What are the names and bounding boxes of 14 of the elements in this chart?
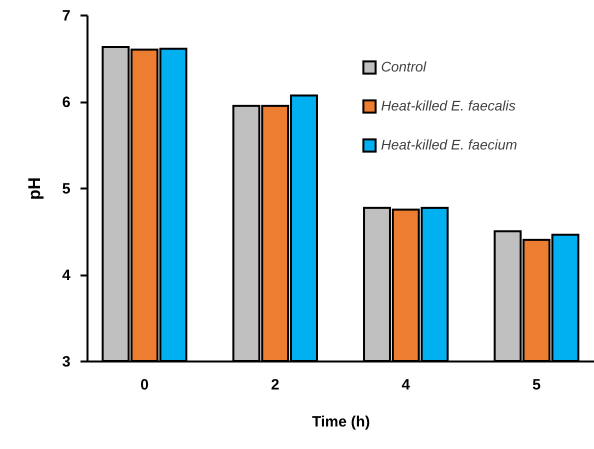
y-tick-label: 3 (62, 354, 70, 370)
y-tick-label: 7 (62, 8, 70, 24)
y-tick-label: 5 (62, 180, 70, 198)
x-tick-label: 0 (140, 376, 149, 394)
legend-label: Heat-killed E. faecalis (381, 98, 516, 114)
x-tick-label: 5 (532, 376, 541, 394)
legend-label: Control (381, 58, 428, 74)
y-tick-label: 6 (62, 94, 70, 111)
legend-label: Heat-killed E. faecium (381, 136, 518, 152)
x-tick-label: 4 (402, 376, 411, 394)
x-axis-title: Time (h) (312, 414, 370, 430)
y-axis-title: pH (25, 177, 44, 200)
y-tick-label: 4 (62, 267, 72, 284)
x-tick-label: 2 (270, 376, 280, 394)
